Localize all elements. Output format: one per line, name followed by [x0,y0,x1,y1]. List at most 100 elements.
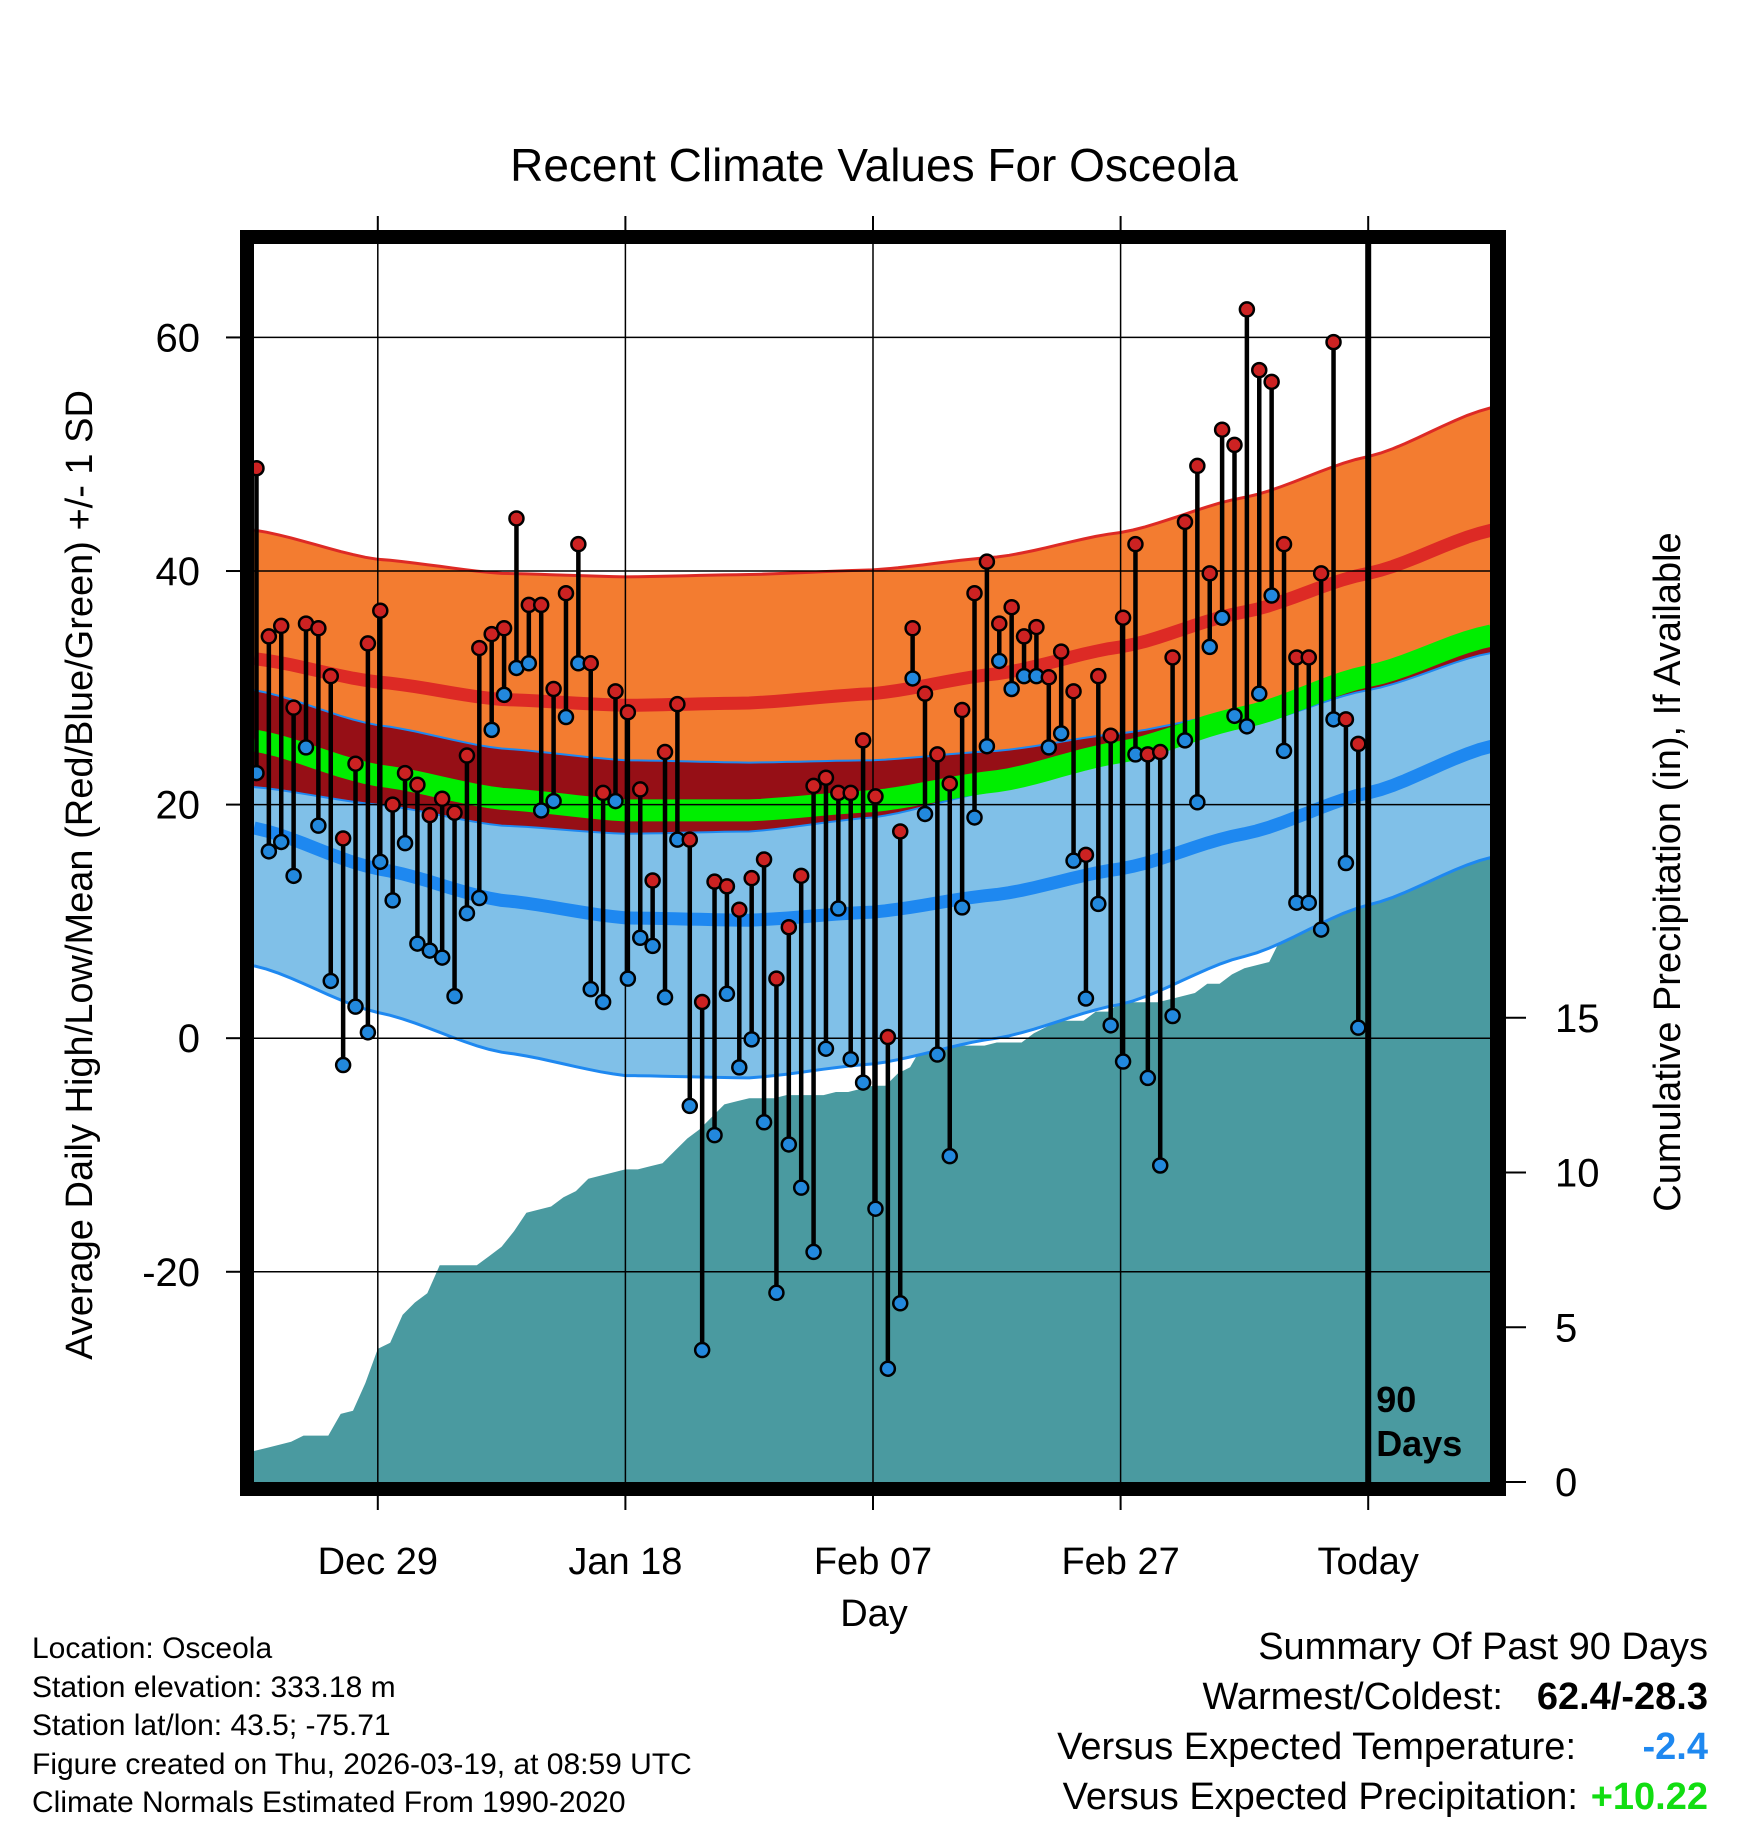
low-point [582,980,599,998]
low-point [706,1126,723,1144]
high-point [916,685,934,702]
low-point [619,970,637,987]
low-point [1040,739,1058,756]
low-point [594,993,612,1011]
y-tick-label: 0 [178,1017,200,1061]
low-point [1350,1019,1367,1036]
summary-title: Summary Of Past 90 Days [1258,1626,1708,1668]
low-point [1189,794,1206,811]
high-point [755,851,773,868]
x-tick-label: Feb 27 [1061,1541,1179,1583]
high-point [545,680,562,698]
low-point [693,1341,711,1359]
high-point [396,764,414,782]
summary-warm-cold: Warmest/Coldest: 62.4/-28.3 [808,1672,1708,1722]
high-point [1040,669,1058,686]
x-tick-label: Feb 07 [814,1541,932,1583]
low-point [929,1046,946,1063]
chart-title: Recent Climate Values For Osceola [510,139,1238,191]
high-point [1015,628,1033,645]
high-point [1325,333,1342,351]
precip-label: Versus Expected Precipitation: [1062,1776,1578,1818]
y-axis-label: Average Daily High/Low/Mean (Red/Blue/Gr… [59,390,101,1360]
high-point [1151,743,1169,761]
low-point [310,817,327,834]
high-point [792,867,810,885]
low-point [731,1059,748,1076]
low-point [1151,1157,1169,1174]
station-info: Location: Osceola Station elevation: 333… [32,1630,692,1823]
high-point [1275,535,1293,553]
low-point [780,1136,798,1153]
high-point [854,732,872,749]
low-point [1114,1053,1132,1070]
low-point [632,929,649,946]
high-point [1003,598,1020,616]
low-point [1251,685,1268,702]
high-point [359,635,377,652]
low-point [471,889,488,907]
low-point [644,937,661,955]
low-point [297,739,315,756]
low-point [607,792,624,810]
today-label-unit: Days [1376,1423,1462,1464]
high-point [1102,727,1119,744]
high-point [285,699,302,716]
temp-label: Versus Expected Temperature: [1057,1726,1576,1768]
low-point [1052,725,1070,742]
high-point [879,1028,897,1046]
low-point [483,721,500,739]
high-point [1065,683,1082,700]
high-point [495,619,513,637]
low-point [396,834,414,852]
elevation-text: Station elevation: 333.18 m [32,1670,396,1704]
high-point [867,788,884,805]
high-point [1189,457,1206,475]
y2-axis-label: Cumulative Precipitation (in), If Availa… [1647,532,1689,1211]
y-tick-label: 60 [156,316,201,360]
summary-panel: Summary Of Past 90 Days Warmest/Coldest:… [808,1622,1708,1822]
low-point [817,1040,835,1057]
high-point [632,781,649,798]
high-point [1114,609,1132,626]
low-point [1201,638,1218,656]
location-text: Location: Osceola [32,1632,273,1665]
x-axis-label: Day [840,1593,908,1635]
overlap-band [254,635,1492,834]
high-point [1238,301,1256,318]
low-point [755,1114,773,1131]
high-point [780,918,798,936]
high-point [607,683,624,700]
low-point [334,1056,352,1074]
y-tick-label: -20 [142,1251,200,1295]
high-point [446,804,463,822]
low-point [1090,895,1107,913]
plot-area [254,244,1492,1482]
high-point [1337,711,1355,728]
low-point [966,809,983,826]
high-point [644,872,661,889]
low-point [879,1360,897,1377]
high-point [557,584,575,602]
low-point [272,833,290,851]
low-point [953,899,971,916]
low-point [1275,742,1293,760]
low-point [421,942,439,959]
high-point [743,869,760,887]
high-point [966,584,983,602]
warm-cold-label: Warmest/Coldest: [1202,1676,1503,1718]
low-point [792,1179,810,1196]
low-point [830,900,847,917]
high-point [991,615,1008,632]
low-point [916,805,934,823]
high-point [669,695,686,713]
low-point [891,1295,909,1312]
high-point [409,776,426,793]
high-point [471,639,488,657]
today-label-count: 90 [1376,1379,1416,1420]
high-point [1090,667,1107,685]
y-tick-label: 20 [156,784,201,828]
high-point [718,878,736,895]
y2-tick-label: 15 [1555,997,1600,1041]
y2-tick-label: 5 [1555,1306,1577,1350]
